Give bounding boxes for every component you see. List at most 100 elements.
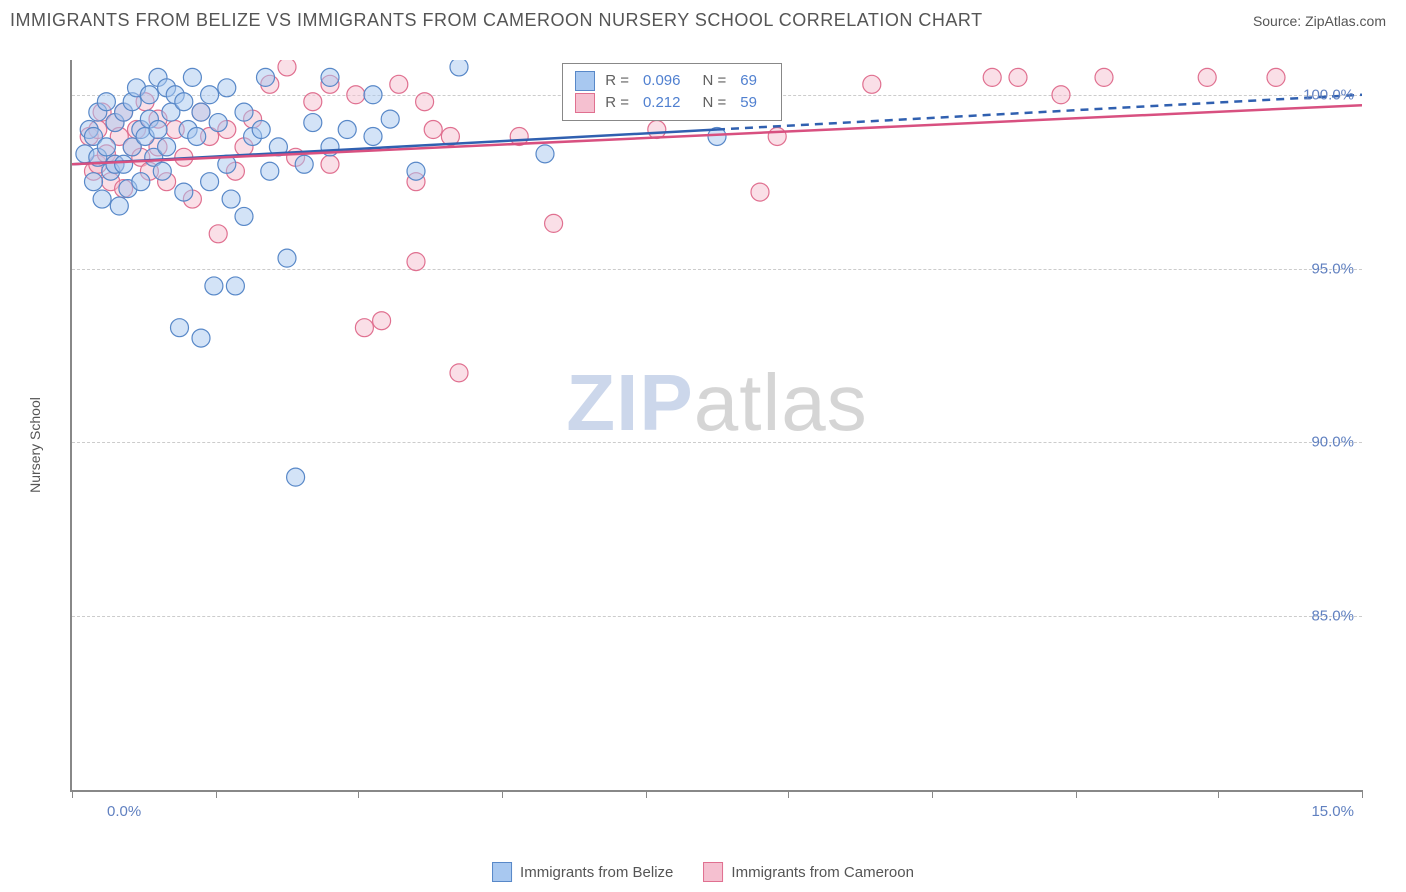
x-axis-min-label: 0.0% (107, 803, 141, 820)
scatter-point (106, 114, 124, 132)
scatter-point (106, 155, 124, 173)
xtick (72, 790, 73, 798)
scatter-point (252, 121, 270, 139)
scatter-point (768, 127, 786, 145)
scatter-point (321, 75, 339, 93)
scatter-point (407, 173, 425, 191)
xtick (788, 790, 789, 798)
scatter-point (201, 127, 219, 145)
scatter-point (708, 127, 726, 145)
chart-svg-overlay (72, 60, 1362, 790)
scatter-point (115, 155, 133, 173)
scatter-point (136, 127, 154, 145)
scatter-point (158, 173, 176, 191)
scatter-point (115, 103, 133, 121)
scatter-point (381, 110, 399, 128)
scatter-point (188, 127, 206, 145)
scatter-point (158, 138, 176, 156)
scatter-point (149, 68, 167, 86)
stat-n-value: 59 (740, 92, 757, 114)
stats-swatch-icon (575, 93, 595, 113)
xtick (1218, 790, 1219, 798)
scatter-point (145, 148, 163, 166)
scatter-point (97, 145, 115, 163)
scatter-point (132, 121, 150, 139)
stat-r-label: R = (605, 92, 629, 114)
stat-r-value: 0.212 (643, 92, 681, 114)
scatter-point (166, 121, 184, 139)
scatter-point (450, 60, 468, 76)
scatter-point (226, 162, 244, 180)
scatter-point (355, 319, 373, 337)
scatter-point (304, 114, 322, 132)
plot-area: ZIPatlas 0.0% 15.0% 85.0%90.0%95.0%100.0… (70, 60, 1362, 792)
ytick-label: 85.0% (1311, 608, 1354, 625)
scatter-point (545, 214, 563, 232)
scatter-point (338, 121, 356, 139)
scatter-point (106, 114, 124, 132)
stat-n-label: N = (703, 92, 727, 114)
scatter-point (89, 155, 107, 173)
stat-r-value: 0.096 (643, 70, 681, 92)
legend-swatch-icon (703, 862, 723, 882)
scatter-point (510, 127, 528, 145)
legend-label: Immigrants from Cameroon (731, 864, 914, 881)
scatter-point (407, 162, 425, 180)
scatter-point (751, 183, 769, 201)
scatter-point (295, 155, 313, 173)
scatter-point (278, 249, 296, 267)
xtick (646, 790, 647, 798)
scatter-point (244, 110, 262, 128)
scatter-point (235, 103, 253, 121)
scatter-point (123, 138, 141, 156)
scatter-point (209, 225, 227, 243)
scatter-point (76, 145, 94, 163)
ytick-label: 100.0% (1303, 86, 1354, 103)
scatter-point (373, 312, 391, 330)
scatter-point (93, 190, 111, 208)
scatter-point (1009, 68, 1027, 86)
scatter-point (222, 190, 240, 208)
stat-n-label: N = (703, 70, 727, 92)
x-axis-max-label: 15.0% (1311, 803, 1354, 820)
scatter-point (226, 277, 244, 295)
scatter-point (218, 155, 236, 173)
scatter-point (235, 138, 253, 156)
scatter-point (261, 75, 279, 93)
scatter-point (85, 173, 103, 191)
scatter-point (192, 329, 210, 347)
scatter-point (85, 127, 103, 145)
scatter-point (179, 121, 197, 139)
legend-item-cameroon: Immigrants from Cameroon (703, 862, 914, 882)
stats-row: R = 0.212 N = 59 (575, 92, 769, 114)
scatter-point (89, 121, 107, 139)
scatter-point (162, 103, 180, 121)
scatter-point (1198, 68, 1216, 86)
scatter-point (192, 103, 210, 121)
scatter-point (1095, 68, 1113, 86)
xtick (932, 790, 933, 798)
xtick (358, 790, 359, 798)
scatter-point (119, 180, 137, 198)
chart-container: Nursery School ZIPatlas 0.0% 15.0% 85.0%… (40, 60, 1380, 830)
scatter-point (149, 138, 167, 156)
scatter-point (132, 148, 150, 166)
scatter-point (175, 183, 193, 201)
scatter-point (192, 103, 210, 121)
scatter-point (153, 162, 171, 180)
scatter-point (364, 127, 382, 145)
scatter-point (85, 162, 103, 180)
scatter-point (321, 155, 339, 173)
gridline (72, 442, 1362, 443)
scatter-point (149, 121, 167, 139)
scatter-point (201, 173, 219, 191)
legend-item-belize: Immigrants from Belize (492, 862, 673, 882)
scatter-point (441, 127, 459, 145)
xtick (1362, 790, 1363, 798)
scatter-point (287, 468, 305, 486)
stats-box: R = 0.096 N = 69R = 0.212 N = 59 (562, 63, 782, 121)
scatter-point (97, 138, 115, 156)
stat-n-value: 69 (740, 70, 757, 92)
scatter-point (257, 68, 275, 86)
scatter-point (140, 162, 158, 180)
